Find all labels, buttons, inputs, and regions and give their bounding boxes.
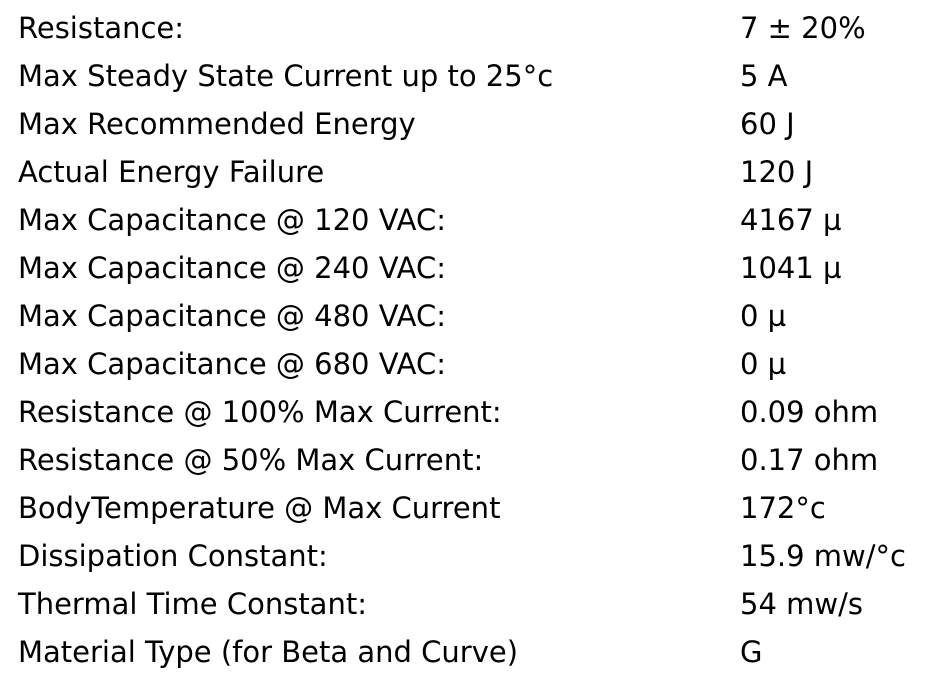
- spec-label: Max Capacitance @ 480 VAC:: [18, 299, 447, 333]
- spec-value: 120 J: [740, 155, 814, 189]
- spec-value: 5 A: [740, 59, 788, 93]
- spec-value: 0.09 ohm: [740, 395, 879, 429]
- spec-label: Max Steady State Current up to 25°c: [18, 59, 554, 93]
- spec-value: 0 µ: [740, 299, 787, 333]
- spec-label: Resistance:: [18, 11, 185, 45]
- spec-value: 4167 µ: [740, 203, 842, 237]
- spec-label: Max Recommended Energy: [18, 107, 416, 141]
- spec-value: 1041 µ: [740, 251, 842, 285]
- spec-value: 172°c: [740, 491, 826, 525]
- spec-label: Thermal Time Constant:: [18, 587, 367, 621]
- spec-label: Material Type (for Beta and Curve): [18, 635, 519, 669]
- spec-value: 7 ± 20%: [740, 11, 866, 45]
- spec-label: Max Capacitance @ 120 VAC:: [18, 203, 447, 237]
- spec-label: Resistance @ 100% Max Current:: [18, 395, 502, 429]
- spec-label: Resistance @ 50% Max Current:: [18, 443, 484, 477]
- spec-value: 0 µ: [740, 347, 787, 381]
- spec-label: Dissipation Constant:: [18, 539, 328, 573]
- spec-label: Max Capacitance @ 240 VAC:: [18, 251, 447, 285]
- spec-value: G: [740, 635, 763, 669]
- spec-label: BodyTemperature @ Max Current: [18, 491, 501, 525]
- spec-value: 54 mw/s: [740, 587, 863, 621]
- spec-value: 0.17 ohm: [740, 443, 879, 477]
- spec-label: Max Capacitance @ 680 VAC:: [18, 347, 447, 381]
- spec-label: Actual Energy Failure: [18, 155, 325, 189]
- spec-value: 60 J: [740, 107, 795, 141]
- spec-value: 15.9 mw/°c: [740, 539, 906, 573]
